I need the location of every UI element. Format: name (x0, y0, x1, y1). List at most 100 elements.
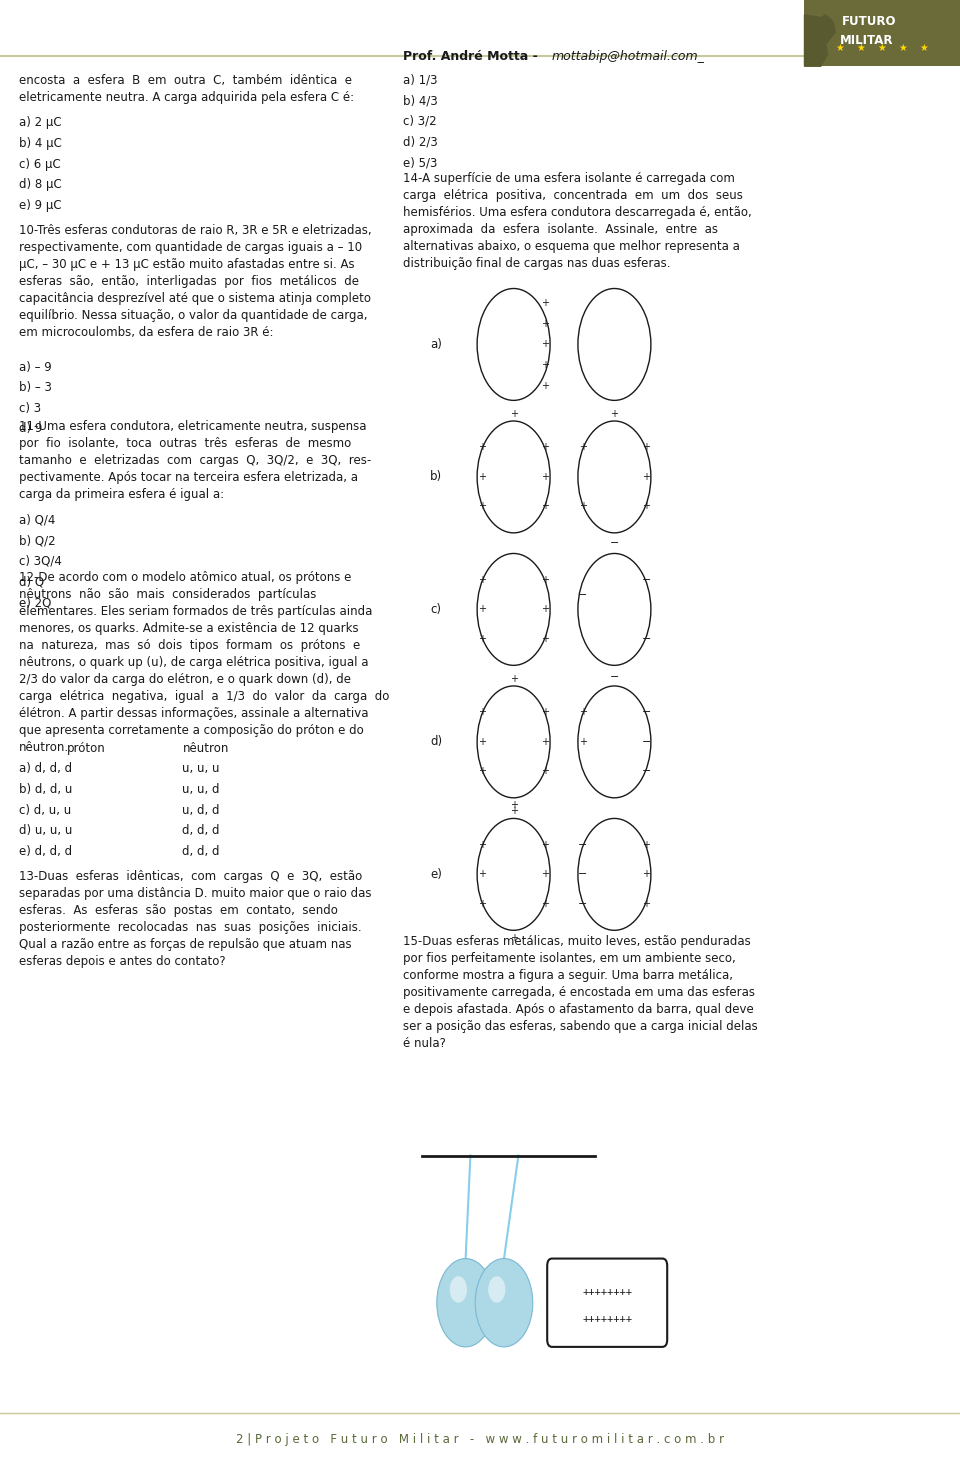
Text: 10-Três esferas condutoras de raio R, 3R e 5R e eletrizadas,
respectivamente, co: 10-Três esferas condutoras de raio R, 3R… (19, 224, 372, 339)
Circle shape (475, 1259, 533, 1347)
Text: c) 6 μC: c) 6 μC (19, 158, 60, 171)
Circle shape (477, 1262, 531, 1344)
Circle shape (461, 1295, 470, 1310)
Text: 2 | P r o j e t o   F u t u r o   M i l i t a r   -   w w w . f u t u r o m i l : 2 | P r o j e t o F u t u r o M i l i t … (236, 1434, 724, 1446)
Circle shape (453, 1284, 478, 1322)
Circle shape (460, 1294, 471, 1312)
Circle shape (463, 1298, 468, 1307)
Text: +: + (510, 674, 517, 683)
Text: +: + (478, 605, 486, 614)
Text: d): d) (430, 736, 443, 748)
Text: +: + (541, 576, 549, 584)
Text: d, d, d: d, d, d (182, 824, 220, 838)
Circle shape (489, 1276, 506, 1303)
Circle shape (501, 1298, 507, 1307)
Text: −: − (610, 673, 619, 682)
Text: ++++++++: ++++++++ (582, 1314, 633, 1323)
Text: +: + (510, 409, 517, 418)
Text: e) d, d, d: e) d, d, d (19, 845, 72, 858)
Circle shape (495, 1289, 513, 1316)
Text: e): e) (430, 868, 442, 880)
Text: +: + (478, 737, 486, 746)
Circle shape (439, 1262, 492, 1344)
Circle shape (483, 1270, 525, 1335)
FancyBboxPatch shape (547, 1259, 667, 1347)
Text: 11-Uma esfera condutora, eletricamente neutra, suspensa
por  fio  isolante,  toc: 11-Uma esfera condutora, eletricamente n… (19, 420, 372, 500)
Text: +: + (642, 473, 650, 481)
Text: c) 3: c) 3 (19, 402, 41, 415)
Text: +: + (541, 708, 549, 717)
Text: ★: ★ (877, 43, 886, 53)
Text: +: + (642, 899, 650, 908)
Text: +: + (579, 708, 587, 717)
Text: d) 9: d) 9 (19, 422, 42, 436)
Text: −: − (641, 634, 651, 643)
Text: u, d, d: u, d, d (182, 804, 220, 817)
Circle shape (498, 1294, 510, 1312)
Text: −: − (641, 708, 651, 717)
Text: +: + (510, 933, 517, 942)
Circle shape (455, 1287, 476, 1319)
Text: e) 9 μC: e) 9 μC (19, 199, 61, 212)
Circle shape (458, 1291, 473, 1314)
Text: a) 2 μC: a) 2 μC (19, 116, 61, 130)
Text: +: + (478, 473, 486, 481)
Text: −: − (578, 590, 588, 599)
Circle shape (440, 1263, 492, 1342)
Circle shape (488, 1278, 520, 1328)
Text: a) Q/4: a) Q/4 (19, 514, 56, 527)
Text: 14-A superfície de uma esfera isolante é carregada com
carga  elétrica  positiva: 14-A superfície de uma esfera isolante é… (403, 172, 752, 271)
Text: b) – 3: b) – 3 (19, 381, 52, 394)
Text: +: + (642, 502, 650, 511)
Text: −: − (641, 737, 651, 746)
Circle shape (499, 1295, 509, 1310)
Circle shape (484, 1272, 524, 1334)
Text: c): c) (430, 604, 441, 615)
Circle shape (445, 1272, 486, 1334)
Text: +: + (541, 767, 549, 776)
Text: mottabip@hotmail.com_: mottabip@hotmail.com_ (552, 50, 705, 63)
Text: +: + (510, 807, 517, 815)
Text: −: − (641, 576, 651, 584)
Circle shape (442, 1266, 490, 1340)
Text: 13-Duas  esferas  idênticas,  com  cargas  Q  e  3Q,  estão
separadas por uma di: 13-Duas esferas idênticas, com cargas Q … (19, 870, 372, 969)
Text: +: + (478, 870, 486, 879)
Circle shape (489, 1279, 519, 1326)
Circle shape (443, 1267, 489, 1338)
Text: d) 2/3: d) 2/3 (403, 135, 438, 149)
Text: +: + (541, 473, 549, 481)
Text: 12-De acordo com o modelo atômico atual, os prótons e
nêutrons  não  são  mais  : 12-De acordo com o modelo atômico atual,… (19, 571, 390, 754)
Text: +: + (478, 502, 486, 511)
Circle shape (492, 1284, 516, 1322)
Text: +: + (478, 708, 486, 717)
Text: +: + (541, 841, 549, 849)
Circle shape (491, 1282, 517, 1323)
Text: +: + (541, 737, 549, 746)
Text: +: + (541, 443, 549, 452)
Text: +: + (478, 841, 486, 849)
Text: ++++++++: ++++++++ (582, 1287, 633, 1297)
Text: +: + (642, 443, 650, 452)
Text: a) – 9: a) – 9 (19, 361, 52, 374)
Circle shape (444, 1270, 487, 1335)
Text: +: + (642, 841, 650, 849)
Text: próton: próton (67, 742, 106, 755)
Circle shape (464, 1300, 468, 1306)
Text: ★: ★ (835, 43, 844, 53)
Bar (804, 0, 960, 66)
Circle shape (480, 1266, 528, 1340)
Text: +: + (579, 737, 587, 746)
Text: ★: ★ (920, 43, 928, 53)
Text: b) 4/3: b) 4/3 (403, 94, 438, 107)
Text: e) 5/3: e) 5/3 (403, 156, 438, 169)
Text: +: + (579, 502, 587, 511)
Circle shape (437, 1259, 494, 1347)
Circle shape (457, 1289, 474, 1316)
Text: +: + (478, 899, 486, 908)
Circle shape (450, 1279, 481, 1326)
Text: Prof. André Motta -: Prof. André Motta - (403, 50, 542, 63)
Text: +: + (541, 605, 549, 614)
Text: c) 3/2: c) 3/2 (403, 115, 437, 128)
Text: +: + (478, 576, 486, 584)
Text: d) Q: d) Q (19, 576, 44, 589)
